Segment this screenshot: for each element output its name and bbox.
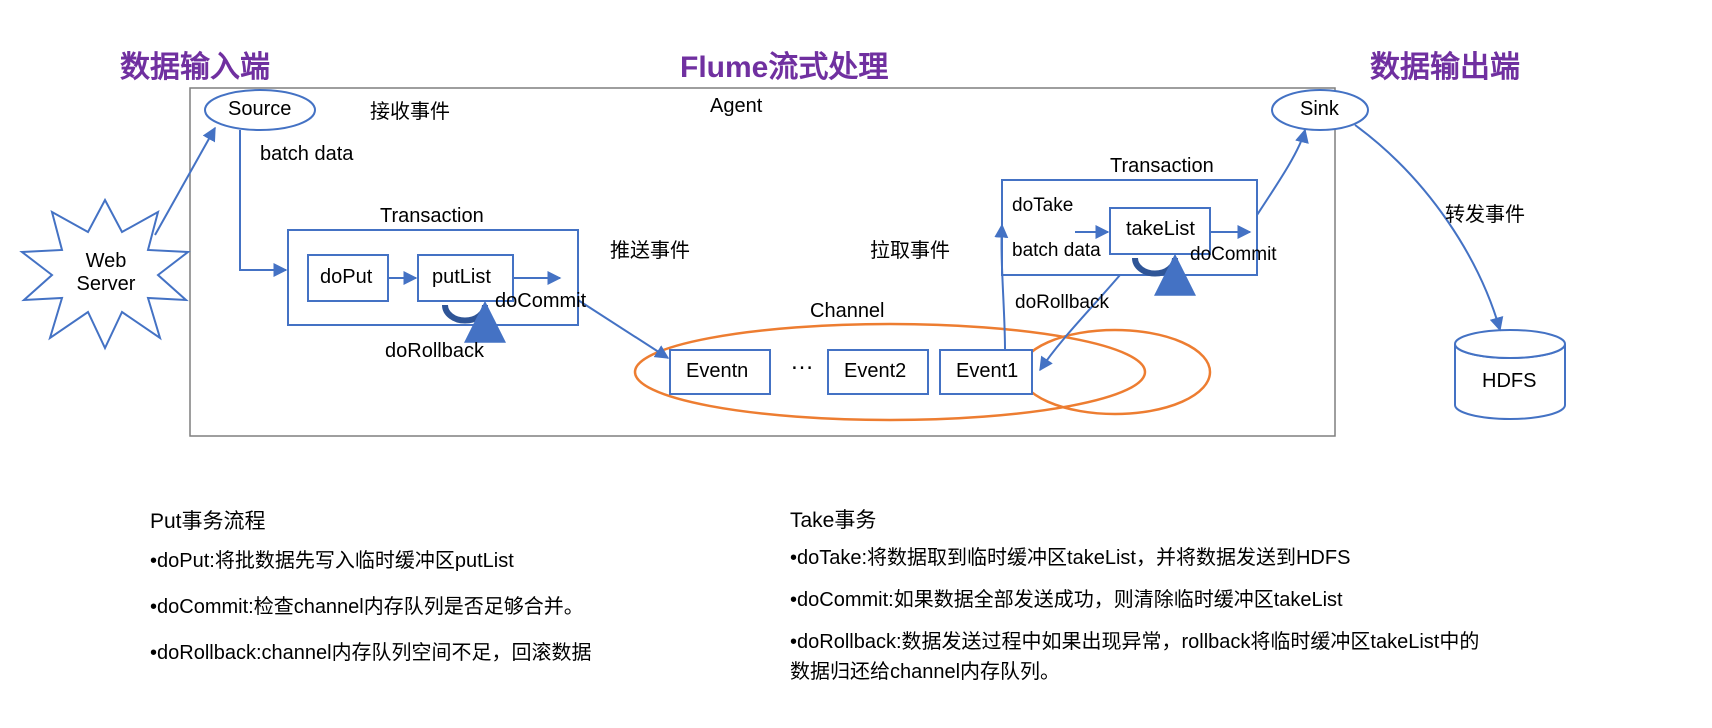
batch-data2-label: batch data <box>1012 240 1101 262</box>
put-line-3: •doRollback:channel内存队列空间不足，回滚数据 <box>150 637 710 669</box>
push-event-label: 推送事件 <box>610 234 690 263</box>
event2-label: Event2 <box>844 360 906 383</box>
transaction2-label: Transaction <box>1110 155 1214 178</box>
eventn-label: Eventn <box>686 360 748 383</box>
dotake-label: doTake <box>1012 195 1073 217</box>
takelist-label: takeList <box>1126 218 1195 241</box>
dots-label: … <box>790 348 814 376</box>
putlist-label: putList <box>432 266 491 289</box>
diagram-stage: 数据输入端 Flume流式处理 数据输出端 <box>0 0 1712 728</box>
web-server-label: Web Server <box>76 250 136 296</box>
hdfs-label: HDFS <box>1482 370 1536 393</box>
dorollback1-label: doRollback <box>385 340 484 363</box>
put-line-1: •doPut:将批数据先写入临时缓冲区putList <box>150 545 710 577</box>
take-text-block: Take事务 •doTake:将数据取到临时缓冲区takeList，并将数据发送… <box>790 505 1490 687</box>
fwd-event-label: 转发事件 <box>1445 198 1525 227</box>
put-line-2: •doCommit:检查channel内存队列是否足够合并。 <box>150 591 710 623</box>
put-title: Put事务流程 <box>150 505 710 539</box>
agent-label: Agent <box>710 95 762 118</box>
source-label: Source <box>228 98 291 121</box>
pull-event-label: 拉取事件 <box>870 234 950 263</box>
dorollback2-label: doRollback <box>1015 292 1109 314</box>
event1-label: Event1 <box>956 360 1018 383</box>
batch-data1-label: batch data <box>260 143 353 166</box>
channel-label: Channel <box>810 300 885 323</box>
docommit1-label: doCommit <box>495 290 586 313</box>
put-text-block: Put事务流程 •doPut:将批数据先写入临时缓冲区putList •doCo… <box>150 505 710 669</box>
sink-label: Sink <box>1300 98 1339 121</box>
take-line-2: •doCommit:如果数据全部发送成功，则清除临时缓冲区takeList <box>790 585 1490 615</box>
take-line-3: •doRollback:数据发送过程中如果出现异常，rollback将临时缓冲区… <box>790 627 1490 687</box>
take-line-1: •doTake:将数据取到临时缓冲区takeList，并将数据发送到HDFS <box>790 543 1490 573</box>
rollback-ellipse <box>1020 330 1210 414</box>
transaction1-label: Transaction <box>380 205 484 228</box>
docommit2-label: doCommit <box>1190 244 1277 266</box>
take-title: Take事务 <box>790 505 1490 537</box>
recv-event-label: 接收事件 <box>370 95 450 124</box>
doput-label: doPut <box>320 266 372 289</box>
